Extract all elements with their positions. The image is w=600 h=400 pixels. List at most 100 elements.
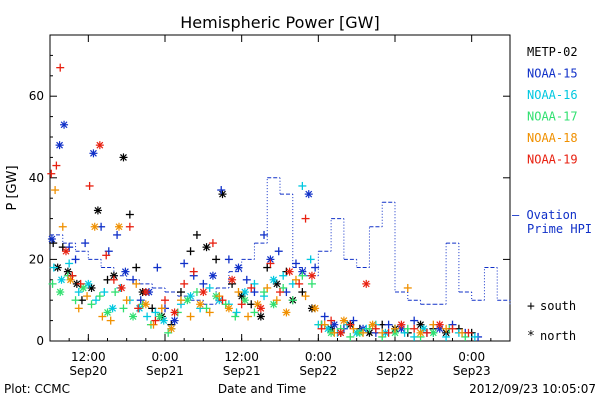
- south-point: [71, 296, 80, 305]
- south-point: [217, 186, 226, 195]
- south-point: [176, 296, 185, 305]
- south-point: [76, 279, 85, 288]
- south-point: [176, 288, 185, 297]
- north-point: [60, 120, 69, 129]
- star-d2: [120, 153, 127, 161]
- north-point: [234, 263, 243, 272]
- north-point: [117, 283, 126, 292]
- star-d2: [109, 304, 117, 312]
- south-point: [52, 161, 61, 170]
- star-d2: [118, 284, 125, 292]
- north-point: [196, 300, 205, 309]
- north-point: [56, 288, 65, 297]
- north-point: [95, 141, 104, 150]
- south-point: [68, 271, 77, 280]
- star-d2: [340, 317, 348, 325]
- south-point: [279, 271, 288, 280]
- south-point: [266, 259, 275, 268]
- star-d2: [196, 300, 204, 308]
- south-point: [272, 296, 281, 305]
- south-point: [274, 247, 283, 256]
- south-point: [111, 288, 120, 297]
- south-point: [132, 263, 141, 272]
- south-point: [161, 296, 169, 305]
- north-point: [170, 316, 179, 325]
- south-point: [149, 320, 158, 329]
- north-point: [208, 271, 217, 280]
- star-d2: [369, 321, 377, 329]
- south-point: [391, 324, 399, 333]
- star-d2: [257, 313, 265, 320]
- north-point: [419, 324, 428, 333]
- star-d2: [397, 321, 405, 329]
- legend-entry: NOAA-16: [527, 88, 578, 102]
- south-point: [157, 304, 166, 313]
- north-point: [115, 222, 123, 231]
- star-d2: [238, 292, 246, 300]
- north-point: [336, 328, 345, 337]
- x-tick-date-label: Sep22: [376, 364, 414, 378]
- north-point: [237, 292, 246, 301]
- y-tick-label: 60: [29, 89, 44, 103]
- south-point: [291, 259, 300, 268]
- south-point: [384, 320, 393, 329]
- star-d2: [209, 272, 217, 280]
- north-point: [272, 279, 281, 288]
- star-d2: [362, 280, 370, 288]
- south-point: [301, 214, 310, 223]
- star-d2: [94, 207, 102, 214]
- south-point: [307, 279, 316, 288]
- star-d2: [187, 292, 194, 300]
- south-point: [311, 263, 320, 272]
- south-point: [208, 239, 217, 248]
- symbol-legend-label: south: [540, 299, 576, 313]
- south-point: [317, 324, 326, 333]
- south-point: [48, 279, 57, 288]
- south-point: [132, 279, 141, 288]
- south-point: [134, 304, 143, 313]
- star-d2: [417, 329, 424, 337]
- star-d2: [60, 121, 68, 129]
- south-point: [192, 230, 201, 239]
- south-point: [47, 169, 56, 178]
- south-point: [295, 279, 304, 288]
- star-d2: [241, 296, 249, 304]
- star-d2: [142, 300, 150, 308]
- south-point: [232, 308, 241, 317]
- south-point: [199, 279, 208, 288]
- south-point: [320, 320, 329, 329]
- x-tick-time-label: 0:00: [458, 350, 485, 364]
- south-point: [65, 259, 74, 268]
- star-d2: [160, 317, 168, 325]
- north-point: [90, 222, 99, 231]
- star-d2: [436, 321, 444, 329]
- star-d2: [219, 190, 226, 198]
- star-d2: [203, 243, 210, 251]
- north-point: [61, 247, 70, 256]
- south-point: [102, 251, 111, 260]
- north-point: [141, 300, 150, 309]
- south-point: [83, 292, 92, 301]
- y-axis-label: P [GW]: [5, 165, 20, 210]
- star-d2: [266, 255, 274, 263]
- south-point: [221, 300, 230, 309]
- south-point: [442, 332, 451, 341]
- star-d2: [391, 329, 399, 337]
- south-point: [186, 312, 195, 321]
- star-d2: [330, 321, 338, 329]
- south-point: [346, 332, 355, 341]
- south-point: [143, 312, 152, 321]
- north-point: [55, 141, 64, 150]
- x-ticks: 12:00Sep200:00Sep2112:00Sep210:00Sep2212…: [68, 35, 492, 378]
- south-point: [92, 296, 100, 305]
- south-point: [359, 328, 368, 337]
- north-point: [323, 324, 332, 333]
- x-tick-time-label: 12:00: [71, 350, 106, 364]
- star-d2: [305, 190, 313, 198]
- star-d2: [286, 268, 294, 276]
- north-point: [103, 308, 112, 317]
- south-point: [260, 288, 269, 297]
- north-point: [87, 283, 96, 292]
- south-point: [180, 259, 189, 268]
- star-d2: [171, 317, 179, 325]
